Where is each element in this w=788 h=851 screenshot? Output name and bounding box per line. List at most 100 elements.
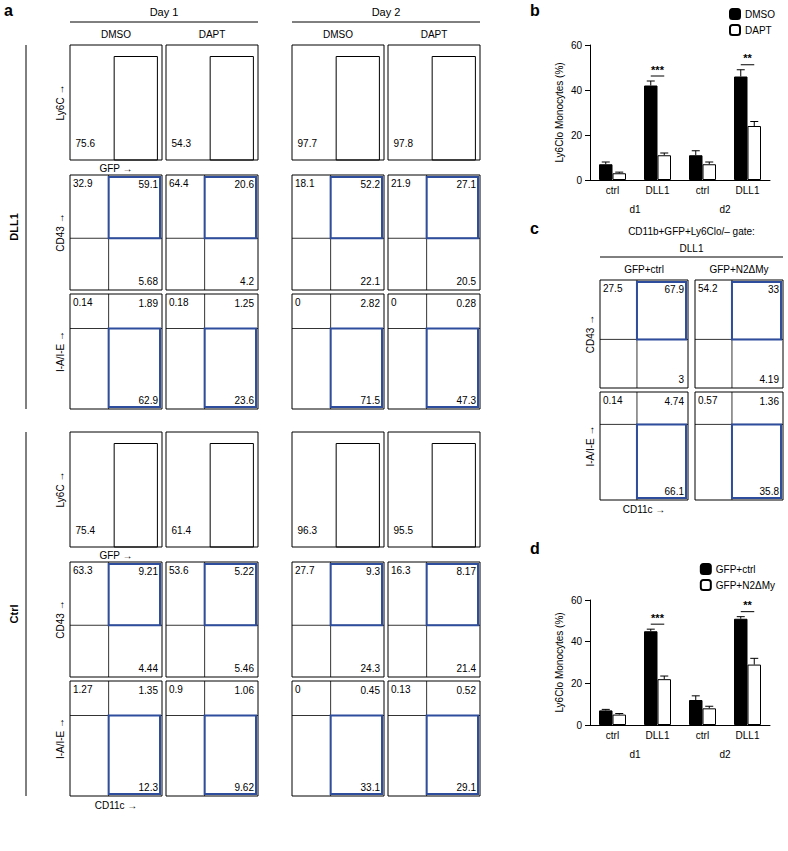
svg-text:DMSO: DMSO [101,29,131,40]
svg-text:66.1: 66.1 [665,486,685,497]
svg-text:2.82: 2.82 [361,298,381,309]
svg-text:1.06: 1.06 [235,685,255,696]
svg-text:4.44: 4.44 [139,663,159,674]
svg-text:DLL1: DLL1 [646,185,670,196]
svg-text:12.3: 12.3 [139,782,159,793]
svg-text:Ly6C →: Ly6C → [55,85,66,121]
svg-text:Ly6Clo Monocytes (%): Ly6Clo Monocytes (%) [554,62,565,162]
svg-text:63.3: 63.3 [73,565,93,576]
svg-text:a: a [4,2,13,19]
svg-text:I-A/I-E →: I-A/I-E → [55,718,66,759]
svg-text:0.13: 0.13 [391,684,411,695]
svg-text:CD43 →: CD43 → [55,600,66,638]
svg-text:22.1: 22.1 [361,276,381,287]
svg-text:I-A/I-E →: I-A/I-E → [585,425,596,466]
svg-text:33: 33 [768,284,780,295]
svg-text:ctrl: ctrl [606,730,619,741]
svg-text:9.3: 9.3 [366,566,380,577]
svg-text:20: 20 [571,678,583,689]
svg-text:27.5: 27.5 [603,283,623,294]
svg-text:b: b [530,2,540,19]
svg-text:DAPT: DAPT [745,25,772,36]
svg-text:0: 0 [295,684,301,695]
svg-text:8.17: 8.17 [457,566,477,577]
svg-text:1.27: 1.27 [73,684,93,695]
svg-text:20.6: 20.6 [235,179,255,190]
svg-text:21.4: 21.4 [457,663,477,674]
svg-text:ctrl: ctrl [606,185,619,196]
svg-text:I-A/I-E →: I-A/I-E → [55,331,66,372]
svg-text:1.89: 1.89 [139,298,159,309]
svg-text:20: 20 [571,130,583,141]
svg-text:60: 60 [571,595,583,606]
svg-text:GFP+ctrl: GFP+ctrl [624,264,664,275]
svg-text:0.57: 0.57 [698,395,718,406]
svg-text:DMSO: DMSO [323,29,353,40]
svg-text:54.3: 54.3 [172,138,192,149]
svg-text:***: *** [651,64,665,76]
svg-text:d: d [530,540,540,557]
svg-text:54.2: 54.2 [698,283,718,294]
svg-text:29.1: 29.1 [457,782,477,793]
svg-text:40: 40 [571,85,583,96]
svg-text:GFP+N2ΔMy: GFP+N2ΔMy [716,580,775,591]
svg-text:3: 3 [678,374,684,385]
svg-text:9.62: 9.62 [235,782,255,793]
svg-text:16.3: 16.3 [391,565,411,576]
svg-text:0.52: 0.52 [457,685,477,696]
svg-text:0: 0 [391,297,397,308]
svg-text:ctrl: ctrl [696,730,709,741]
svg-text:0.45: 0.45 [361,685,381,696]
svg-text:23.6: 23.6 [235,395,255,406]
svg-text:Ly6Clo Monocytes (%): Ly6Clo Monocytes (%) [554,612,565,712]
svg-text:d1: d1 [629,204,641,215]
svg-text:DLL1: DLL1 [646,730,670,741]
svg-text:CD11b+GFP+Ly6Clo/– gate:: CD11b+GFP+Ly6Clo/– gate: [628,226,755,237]
svg-text:GFP+N2ΔMy: GFP+N2ΔMy [709,264,768,275]
svg-text:5.68: 5.68 [139,276,159,287]
svg-text:5.22: 5.22 [235,566,255,577]
svg-text:1.36: 1.36 [760,396,780,407]
svg-text:d1: d1 [629,749,641,760]
svg-text:59.1: 59.1 [139,179,159,190]
svg-text:75.6: 75.6 [76,138,96,149]
svg-text:DLL1: DLL1 [736,185,760,196]
svg-text:**: ** [743,599,752,611]
svg-text:60: 60 [571,40,583,51]
svg-text:0.28: 0.28 [457,298,477,309]
svg-text:Day 1: Day 1 [150,6,179,18]
svg-text:24.3: 24.3 [361,663,381,674]
svg-text:47.3: 47.3 [457,395,477,406]
svg-text:GFP+ctrl: GFP+ctrl [716,564,756,575]
svg-text:1.35: 1.35 [139,685,159,696]
svg-text:52.2: 52.2 [361,179,381,190]
svg-text:0.14: 0.14 [603,395,623,406]
svg-text:CD11c →: CD11c → [95,800,138,811]
svg-text:9.21: 9.21 [139,566,159,577]
svg-text:DLL1: DLL1 [8,213,20,241]
svg-text:0: 0 [295,297,301,308]
svg-text:21.9: 21.9 [391,178,411,189]
svg-text:40: 40 [571,636,583,647]
svg-text:**: ** [743,52,752,64]
svg-text:GFP →: GFP → [99,550,132,561]
svg-text:0.9: 0.9 [169,684,183,695]
svg-text:Ly6C →: Ly6C → [55,472,66,508]
svg-text:95.5: 95.5 [394,525,414,536]
svg-text:62.9: 62.9 [139,395,159,406]
svg-text:Ctrl: Ctrl [8,605,20,624]
svg-text:97.7: 97.7 [298,138,318,149]
svg-text:0.14: 0.14 [73,297,93,308]
svg-text:ctrl: ctrl [696,185,709,196]
svg-text:CD43 →: CD43 → [55,213,66,251]
svg-text:64.4: 64.4 [169,178,189,189]
svg-text:53.6: 53.6 [169,565,189,576]
svg-text:27.1: 27.1 [457,179,477,190]
svg-text:GFP →: GFP → [99,163,132,174]
svg-text:4.74: 4.74 [665,396,685,407]
svg-text:33.1: 33.1 [361,782,381,793]
svg-text:d2: d2 [719,204,731,215]
svg-text:27.7: 27.7 [295,565,315,576]
svg-text:5.46: 5.46 [235,663,255,674]
svg-text:0: 0 [576,175,582,186]
